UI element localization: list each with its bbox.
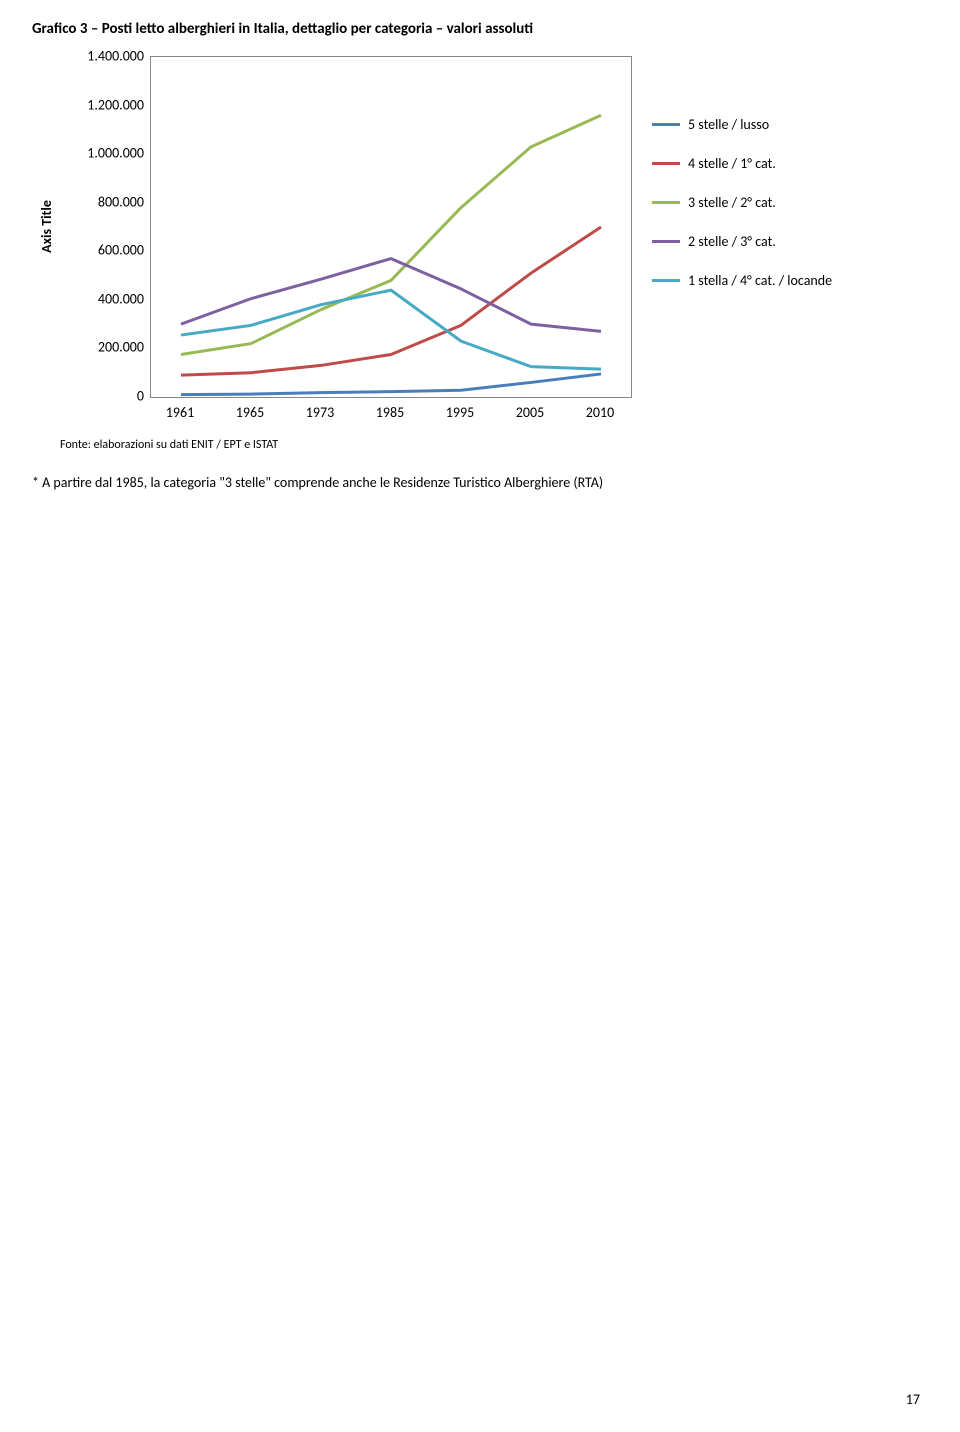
y-tick-label: 0 xyxy=(137,388,144,405)
legend-item: 5 stelle / lusso xyxy=(652,116,832,133)
y-tick-label: 400.000 xyxy=(98,290,144,307)
y-axis-title: Axis Title xyxy=(38,200,55,253)
chart-note: * A partire dal 1985, la categoria "3 st… xyxy=(32,474,928,491)
x-tick-label: 1961 xyxy=(166,404,194,421)
x-tick-label: 1973 xyxy=(306,404,334,421)
x-axis-labels: 1961 1965 1973 1985 1995 2005 2010 xyxy=(150,404,630,432)
y-tick-label: 1.400.000 xyxy=(87,48,144,65)
x-tick-label: 1995 xyxy=(446,404,474,421)
legend-item: 3 stelle / 2° cat. xyxy=(652,194,832,211)
series-line xyxy=(181,374,601,395)
legend-item: 4 stelle / 1° cat. xyxy=(652,155,832,172)
legend-swatch xyxy=(652,240,680,243)
chart-plot-area xyxy=(150,56,632,398)
legend-label: 3 stelle / 2° cat. xyxy=(688,194,776,211)
x-tick-label: 2010 xyxy=(586,404,614,421)
y-axis-labels: 0200.000400.000600.000800.0001.000.0001.… xyxy=(60,56,150,396)
page-number: 17 xyxy=(906,1391,920,1408)
y-tick-label: 1.200.000 xyxy=(87,96,144,113)
y-tick-label: 1.000.000 xyxy=(87,145,144,162)
y-tick-label: 600.000 xyxy=(98,242,144,259)
legend-label: 1 stella / 4° cat. / locande xyxy=(688,272,832,289)
legend-item: 1 stella / 4° cat. / locande xyxy=(652,272,832,289)
legend-item: 2 stelle / 3° cat. xyxy=(652,233,832,250)
legend-swatch xyxy=(652,123,680,126)
y-tick-label: 200.000 xyxy=(98,339,144,356)
chart-container: Axis Title 0 200.000 400.000 600.000 800.000… xyxy=(32,56,928,432)
y-tick-label: 800.000 xyxy=(98,193,144,210)
legend-swatch xyxy=(652,279,680,282)
x-tick-label: 1985 xyxy=(376,404,404,421)
legend-swatch xyxy=(652,201,680,204)
legend-swatch xyxy=(652,162,680,165)
chart-title: Grafico 3 – Posti letto alberghieri in I… xyxy=(32,20,928,38)
series-line xyxy=(181,115,601,354)
x-tick-label: 1965 xyxy=(236,404,264,421)
chart-legend: 5 stelle / lusso 4 stelle / 1° cat. 3 stel… xyxy=(652,116,832,311)
legend-label: 2 stelle / 3° cat. xyxy=(688,233,776,250)
chart-source: Fonte: elaborazioni su dati ENIT / EPT e… xyxy=(60,438,928,452)
legend-label: 5 stelle / lusso xyxy=(688,116,769,133)
legend-label: 4 stelle / 1° cat. xyxy=(688,155,776,172)
x-tick-label: 2005 xyxy=(516,404,544,421)
